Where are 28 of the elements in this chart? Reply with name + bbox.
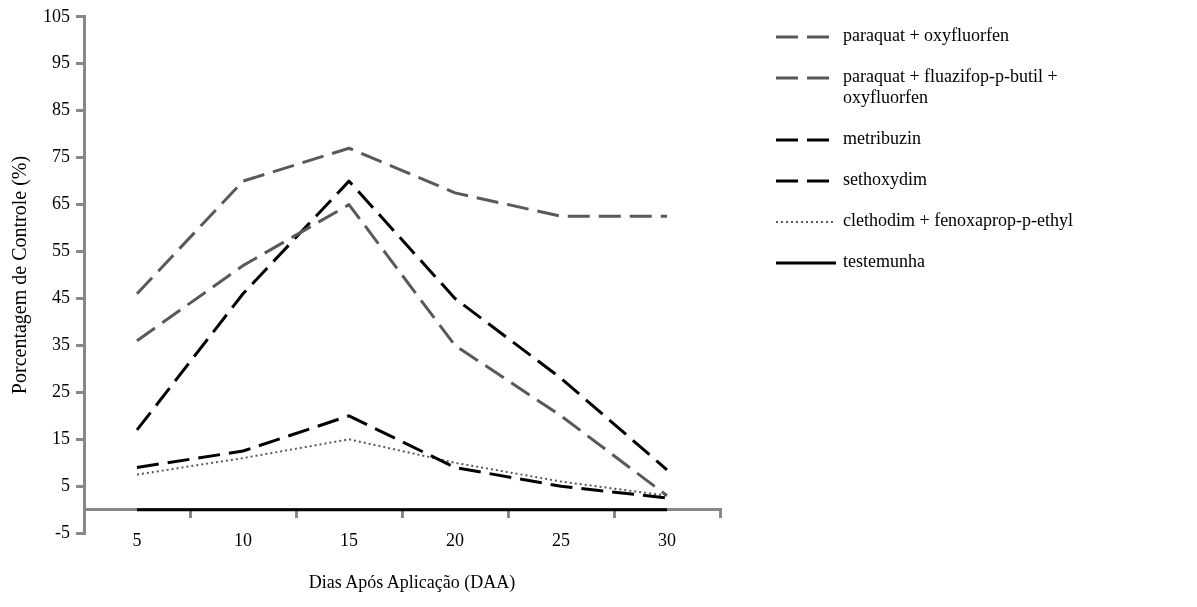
y-axis-title: Porcentagem de Controle (%) [8,155,32,395]
legend-label: clethodim + fenoxaprop-p-ethyl [843,210,1074,231]
line-series [135,179,669,472]
legend-label: paraquat + oxyfluorfen [843,25,1010,46]
x-tick-label: 20 [446,530,464,551]
y-tick-label: 25 [52,381,70,402]
x-tick-label: 10 [234,530,252,551]
x-tick-label: 15 [340,530,358,551]
y-tick-label: 105 [43,5,70,26]
legend-label: testemunha [843,251,925,272]
x-tick-label: 25 [552,530,570,551]
legend-label: paraquat + fluazifop-p-butil + oxyfluorfen [843,66,1059,108]
x-axis-title: Dias Após Aplicação (DAA) [307,572,517,593]
y-tick-label: 45 [52,287,70,308]
legend-label: sethoxydim [843,169,927,190]
y-tick-label: 5 [61,474,70,495]
y-tick-label: 55 [52,240,70,261]
x-tick-label: 5 [132,530,142,551]
y-tick-label: 85 [52,99,70,120]
line-series [135,146,669,296]
legend-label: metribuzin [843,128,921,149]
y-tick-label: 95 [52,52,70,73]
x-tick-label: 30 [658,530,676,551]
y-tick-label: 15 [52,428,70,449]
y-tick-label: -5 [55,521,70,542]
y-tick-label: 35 [52,334,70,355]
y-tick-label: 65 [52,193,70,214]
y-tick-label: 75 [52,146,70,167]
